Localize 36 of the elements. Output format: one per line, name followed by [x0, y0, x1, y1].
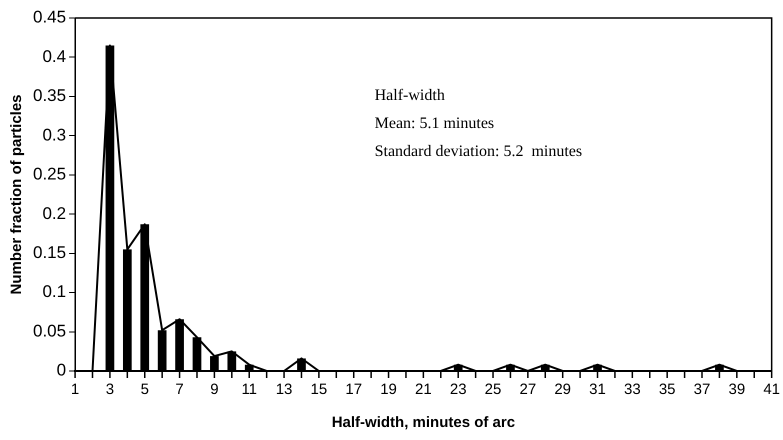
y-tick-label: 0.15	[32, 243, 66, 262]
x-tick-label: 3	[106, 381, 114, 398]
x-tick-label: 11	[241, 381, 258, 398]
x-tick-label: 7	[175, 381, 184, 398]
y-tick-label: 0.35	[32, 86, 66, 106]
annotation: Standard deviation: 5.2 minutes	[374, 143, 582, 160]
x-tick-label: 9	[210, 381, 219, 398]
y-tick-label: 0.4	[42, 46, 66, 66]
x-tick-label: 19	[380, 381, 397, 398]
annotation: Mean: 5.1 minutes	[374, 115, 494, 132]
x-tick-label: 13	[276, 381, 292, 398]
x-tick-label: 23	[450, 381, 467, 398]
x-tick-label: 29	[554, 381, 572, 398]
x-tick-label: 37	[694, 381, 710, 398]
x-tick-label: 39	[728, 381, 746, 398]
x-tick-label: 1	[70, 381, 80, 398]
y-tick-label: 0.1	[42, 282, 66, 302]
y-tick-label: 0	[56, 360, 66, 380]
y-tick-label: 0.3	[42, 125, 66, 144]
x-tick-label: 27	[520, 381, 536, 398]
x-tick-label: 33	[624, 381, 641, 398]
y-tick-label: 0.25	[32, 164, 66, 184]
x-tick-label: 5	[140, 381, 149, 398]
x-tick-label: 31	[589, 381, 606, 398]
x-tick-label: 17	[345, 381, 362, 398]
x-tick-label: 41	[763, 381, 780, 398]
annotation: Half-width	[374, 87, 445, 104]
y-tick-label: 0.2	[42, 204, 66, 223]
y-tick-label: 0.45	[32, 8, 66, 27]
y-tick-label: 0.05	[32, 321, 66, 340]
x-tick-label: 25	[484, 381, 502, 398]
x-tick-label: 21	[415, 381, 432, 398]
x-tick-label: 35	[658, 381, 676, 398]
x-tick-label: 15	[310, 381, 328, 398]
x-axis-title: Half-width, minutes of arc	[332, 414, 516, 432]
y-axis-title: Number fraction of particles	[8, 94, 26, 295]
